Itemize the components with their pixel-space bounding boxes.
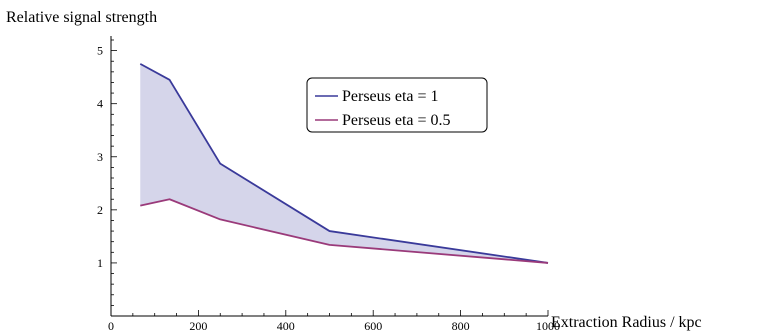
legend-label-eta-1: Perseus eta = 1 (342, 88, 439, 105)
series-line-1 (140, 198, 549, 264)
y-axis-title: Relative signal strength (6, 9, 157, 26)
fill-region (140, 63, 549, 263)
x-tick-label: 400 (277, 319, 295, 333)
legend-label-eta-0-5: Perseus eta = 0.5 (342, 112, 451, 129)
series-line-0 (139, 63, 549, 264)
fill-between-series (140, 63, 549, 263)
x-axis-title: Extraction Radius / kpc (551, 314, 702, 331)
x-tick-label: 800 (452, 319, 470, 333)
x-tick-label: 200 (189, 319, 207, 333)
x-tick-label: 1000 (536, 319, 560, 333)
y-tick-label: 1 (97, 256, 103, 270)
legend: Perseus eta = 1 Perseus eta = 0.5 (306, 77, 488, 133)
x-tick-label: 0 (108, 319, 114, 333)
y-tick-label: 3 (97, 150, 103, 164)
x-tick-label: 600 (364, 319, 382, 333)
y-tick-label: 5 (97, 44, 103, 58)
y-tick-label: 4 (97, 97, 103, 111)
axes: 0 200 400 600 800 1000 1 2 3 4 5 (97, 36, 560, 333)
legend-box (306, 77, 488, 133)
series-lines (139, 63, 549, 264)
y-tick-label: 2 (97, 203, 103, 217)
